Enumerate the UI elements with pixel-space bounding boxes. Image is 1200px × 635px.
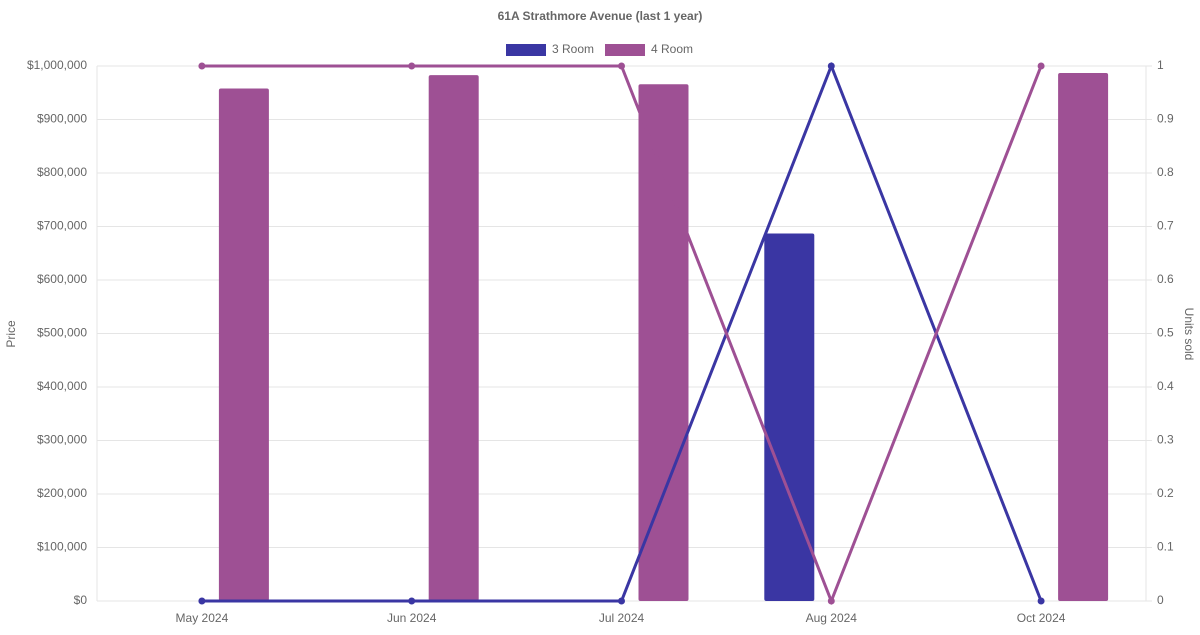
y-tick-label: $200,000: [37, 486, 87, 500]
point: [827, 62, 835, 70]
y2-tick-label: 0.6: [1157, 272, 1174, 286]
bar: [218, 88, 269, 602]
legend-label: 4 Room: [651, 42, 693, 56]
x-tick-label: Jun 2024: [387, 611, 437, 625]
bar: [428, 75, 479, 602]
y2-axis-label: Units sold: [1182, 308, 1196, 361]
x-tick-label: Oct 2024: [1017, 611, 1066, 625]
point: [618, 597, 625, 605]
y2-tick-label: 0.2: [1157, 486, 1174, 500]
chart-title: 61A Strathmore Avenue (last 1 year): [498, 9, 703, 23]
y-tick-label: $800,000: [37, 165, 87, 179]
x-tick-label: Aug 2024: [806, 611, 858, 625]
bar: [764, 233, 815, 601]
y-tick-label: $600,000: [37, 272, 87, 286]
point: [198, 62, 206, 70]
y-tick-label: $400,000: [37, 379, 87, 393]
bar: [1058, 72, 1109, 601]
y-tick-label: $500,000: [37, 326, 87, 340]
point: [408, 62, 416, 70]
legend-label: 3 Room: [552, 42, 594, 56]
y2-tick-label: 0.3: [1157, 433, 1174, 447]
legend-swatch: [605, 44, 645, 56]
y2-tick-label: 0.5: [1157, 326, 1174, 340]
point: [408, 597, 416, 605]
y2-tick-label: 1: [1157, 58, 1164, 72]
y-tick-label: $100,000: [37, 540, 87, 554]
point: [618, 62, 625, 70]
y2-tick-label: 0: [1157, 593, 1164, 607]
y-tick-label: $300,000: [37, 433, 87, 447]
y2-tick-label: 0.1: [1157, 540, 1174, 554]
x-tick-label: May 2024: [176, 611, 229, 625]
point: [1037, 597, 1045, 605]
y2-tick-label: 0.9: [1157, 112, 1174, 126]
legend-swatch: [506, 44, 546, 56]
y-tick-label: $1,000,000: [27, 58, 87, 72]
y2-tick-label: 0.4: [1157, 379, 1174, 393]
y2-tick-label: 0.8: [1157, 165, 1174, 179]
y-tick-label: $0: [74, 593, 88, 607]
point: [198, 597, 206, 605]
x-tick-label: Jul 2024: [599, 611, 645, 625]
point: [1037, 62, 1045, 70]
bar: [638, 84, 689, 601]
y-axis-label: Price: [4, 320, 18, 348]
y2-tick-label: 0.7: [1157, 219, 1174, 233]
point: [827, 597, 835, 605]
y-tick-label: $900,000: [37, 112, 87, 126]
y-tick-label: $700,000: [37, 219, 87, 233]
